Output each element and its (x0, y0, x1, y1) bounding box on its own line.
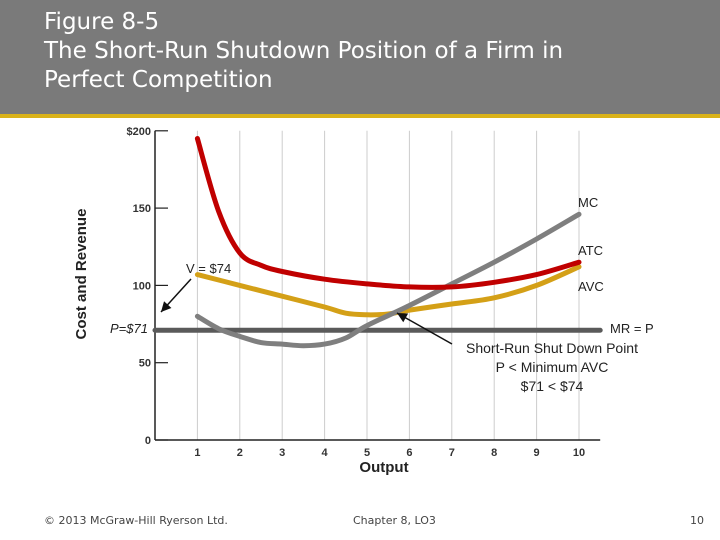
title-bar (0, 0, 720, 114)
y-tick-label: 0 (145, 435, 151, 447)
avc-curve (194, 264, 582, 318)
y-tick-label: 50 (139, 358, 151, 370)
x-tick-label: 6 (406, 447, 412, 459)
y-tick-label: $200 (127, 126, 151, 138)
mc-curve (194, 136, 582, 290)
atc-curve (194, 211, 582, 349)
price-label: P=$71 (110, 321, 148, 336)
x-tick-label: 2 (237, 447, 243, 459)
x-tick-label: 8 (491, 447, 497, 459)
x-tick-label: 10 (573, 447, 585, 459)
atc-label: ATC (578, 243, 603, 258)
x-tick-label: 9 (534, 447, 540, 459)
shutdown-chart: 0 50 100 150 $200 1 2 3 4 5 6 7 8 9 10 Output Cost and R… (73, 126, 654, 476)
shutdown-point-arrow-shaft (396, 312, 453, 345)
x-tick-label: 7 (449, 447, 455, 459)
x-axis-title: Output (359, 459, 408, 476)
x-tick-label: 4 (322, 447, 329, 459)
title-line-2: The Short-Run Shutdown Position of a Fir… (44, 38, 564, 64)
chart-axes: 0 50 100 150 $200 1 2 3 4 5 6 7 8 9 10 Output Cost and R… (73, 126, 601, 476)
shutdown-point-arrow-head (397, 313, 409, 323)
mr-label: MR = P (610, 321, 654, 336)
page-number: 10 (690, 514, 704, 527)
title-accent-rule (0, 114, 720, 118)
avc-minimum-arrow-head (161, 301, 172, 312)
shutdown-note-line: $71 < $74 (521, 378, 584, 394)
x-tick-label: 5 (364, 447, 370, 459)
chart-series (152, 136, 603, 349)
avc-label: AVC (578, 279, 604, 294)
slide-title: Figure 8-5 The Short-Run Shutdown Positi… (44, 8, 704, 95)
x-tick-label: 3 (279, 447, 285, 459)
y-axis-title: Cost and Revenue (73, 209, 90, 340)
mc-label: MC (578, 195, 598, 210)
x-tick-label: 1 (194, 447, 200, 459)
chart-labels: MC ATC AVC MR = P P=$71 V = $74 Short-Run Shut… (110, 195, 654, 394)
copyright-footer: © 2013 McGraw-Hill Ryerson Ltd. (44, 514, 228, 527)
y-tick-label: 150 (133, 203, 151, 215)
avc-minimum-label: V = $74 (186, 261, 231, 276)
title-line-1: Figure 8-5 (44, 9, 160, 35)
title-line-3: Perfect Competition (44, 67, 273, 93)
shutdown-note-line: Short-Run Shut Down Point (466, 340, 638, 356)
y-tick-label: 100 (133, 280, 151, 292)
chapter-footer: Chapter 8, LO3 (353, 514, 436, 527)
shutdown-note-line: P < Minimum AVC (496, 359, 609, 375)
